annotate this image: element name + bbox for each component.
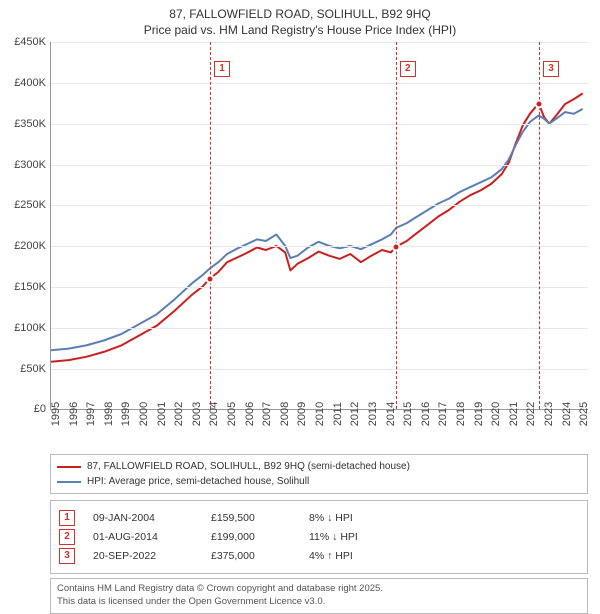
- attribution-footer: Contains HM Land Registry data © Crown c…: [50, 578, 588, 614]
- gridline-h: [51, 205, 588, 206]
- chart-lines-svg: [51, 42, 588, 409]
- event-number-box: 1: [59, 510, 75, 526]
- title-line-1: 87, FALLOWFIELD ROAD, SOLIHULL, B92 9HQ: [10, 6, 590, 22]
- y-tick-label: £50K: [20, 363, 46, 375]
- x-tick-label: 1999: [120, 402, 132, 426]
- series-line-hpi: [51, 109, 583, 350]
- x-tick-label: 2014: [385, 402, 397, 426]
- y-tick-label: £150K: [14, 281, 46, 293]
- y-tick-label: £0: [34, 403, 46, 415]
- y-tick-label: £450K: [14, 36, 46, 48]
- x-tick-label: 2018: [455, 402, 467, 426]
- x-tick-label: 2005: [226, 402, 238, 426]
- event-date: 09-JAN-2004: [93, 512, 193, 524]
- event-diff: 4% ↑ HPI: [309, 550, 399, 562]
- gridline-h: [51, 42, 588, 43]
- gridline-h: [51, 165, 588, 166]
- x-tick-label: 2019: [473, 402, 485, 426]
- event-marker-line: [539, 42, 540, 409]
- event-diff: 8% ↓ HPI: [309, 512, 399, 524]
- event-number-box: 3: [59, 548, 75, 564]
- y-tick-label: £400K: [14, 77, 46, 89]
- gridline-h: [51, 369, 588, 370]
- event-marker-line: [210, 42, 211, 409]
- event-price: £159,500: [211, 512, 291, 524]
- footer-line-2: This data is licensed under the Open Gov…: [57, 596, 581, 609]
- legend-row: HPI: Average price, semi-detached house,…: [57, 474, 581, 489]
- x-tick-label: 2009: [296, 402, 308, 426]
- event-table: 1 09-JAN-2004 £159,500 8% ↓ HPI 2 01-AUG-2014…: [50, 500, 588, 574]
- event-price: £199,000: [211, 531, 291, 543]
- x-tick-label: 2002: [173, 402, 185, 426]
- x-tick-label: 2021: [508, 402, 520, 426]
- x-tick-label: 2008: [279, 402, 291, 426]
- y-tick-label: £250K: [14, 199, 46, 211]
- x-tick-label: 2013: [367, 402, 379, 426]
- event-price: £375,000: [211, 550, 291, 562]
- event-table-row: 2 01-AUG-2014 £199,000 11% ↓ HPI: [59, 529, 579, 545]
- x-tick-label: 2020: [490, 402, 502, 426]
- x-tick-label: 2015: [402, 402, 414, 426]
- x-tick-label: 1998: [103, 402, 115, 426]
- chart-legend: 87, FALLOWFIELD ROAD, SOLIHULL, B92 9HQ …: [50, 454, 588, 494]
- chart-title-block: 87, FALLOWFIELD ROAD, SOLIHULL, B92 9HQ …: [0, 0, 600, 42]
- event-marker-line: [396, 42, 397, 409]
- event-diff: 11% ↓ HPI: [309, 531, 399, 543]
- x-tick-label: 2007: [261, 402, 273, 426]
- x-tick-label: 2016: [420, 402, 432, 426]
- x-tick-label: 2000: [138, 402, 150, 426]
- x-tick-label: 2011: [332, 403, 344, 427]
- gridline-h: [51, 83, 588, 84]
- gridline-h: [51, 287, 588, 288]
- x-tick-label: 2023: [543, 402, 555, 426]
- event-date: 01-AUG-2014: [93, 531, 193, 543]
- x-tick-label: 2017: [437, 402, 449, 426]
- y-tick-label: £200K: [14, 240, 46, 252]
- event-number-box: 1: [214, 61, 230, 77]
- event-table-row: 1 09-JAN-2004 £159,500 8% ↓ HPI: [59, 510, 579, 526]
- x-tick-label: 1996: [68, 402, 80, 426]
- x-tick-label: 2001: [156, 402, 168, 426]
- event-date: 20-SEP-2022: [93, 550, 193, 562]
- gridline-h: [51, 328, 588, 329]
- series-line-property: [51, 94, 583, 362]
- event-number-box: 2: [59, 529, 75, 545]
- legend-label: 87, FALLOWFIELD ROAD, SOLIHULL, B92 9HQ …: [87, 459, 410, 474]
- x-tick-label: 2010: [314, 402, 326, 426]
- event-marker-dot: [535, 99, 544, 108]
- y-tick-label: £100K: [14, 322, 46, 334]
- gridline-h: [51, 246, 588, 247]
- x-tick-label: 2024: [561, 402, 573, 426]
- x-tick-label: 2012: [349, 402, 361, 426]
- x-tick-label: 2006: [244, 402, 256, 426]
- event-marker-dot: [205, 275, 214, 284]
- x-tick-label: 2022: [525, 402, 537, 426]
- gridline-h: [51, 124, 588, 125]
- legend-swatch: [57, 481, 81, 483]
- x-tick-label: 1995: [50, 402, 62, 426]
- x-axis-ticks: 1995199619971998199920002001200220032004…: [50, 410, 588, 448]
- legend-swatch: [57, 466, 81, 468]
- event-table-row: 3 20-SEP-2022 £375,000 4% ↑ HPI: [59, 548, 579, 564]
- title-line-2: Price paid vs. HM Land Registry's House …: [10, 22, 590, 38]
- x-tick-label: 2004: [208, 402, 220, 426]
- event-marker-dot: [391, 243, 400, 252]
- legend-row: 87, FALLOWFIELD ROAD, SOLIHULL, B92 9HQ …: [57, 459, 581, 474]
- legend-label: HPI: Average price, semi-detached house,…: [87, 474, 309, 489]
- y-tick-label: £300K: [14, 159, 46, 171]
- y-tick-label: £350K: [14, 118, 46, 130]
- x-tick-label: 2025: [578, 402, 590, 426]
- event-number-box: 3: [543, 61, 559, 77]
- chart-plot-area: £0£50K£100K£150K£200K£250K£300K£350K£400…: [50, 42, 588, 410]
- x-tick-label: 2003: [191, 402, 203, 426]
- event-number-box: 2: [400, 61, 416, 77]
- x-tick-label: 1997: [85, 402, 97, 426]
